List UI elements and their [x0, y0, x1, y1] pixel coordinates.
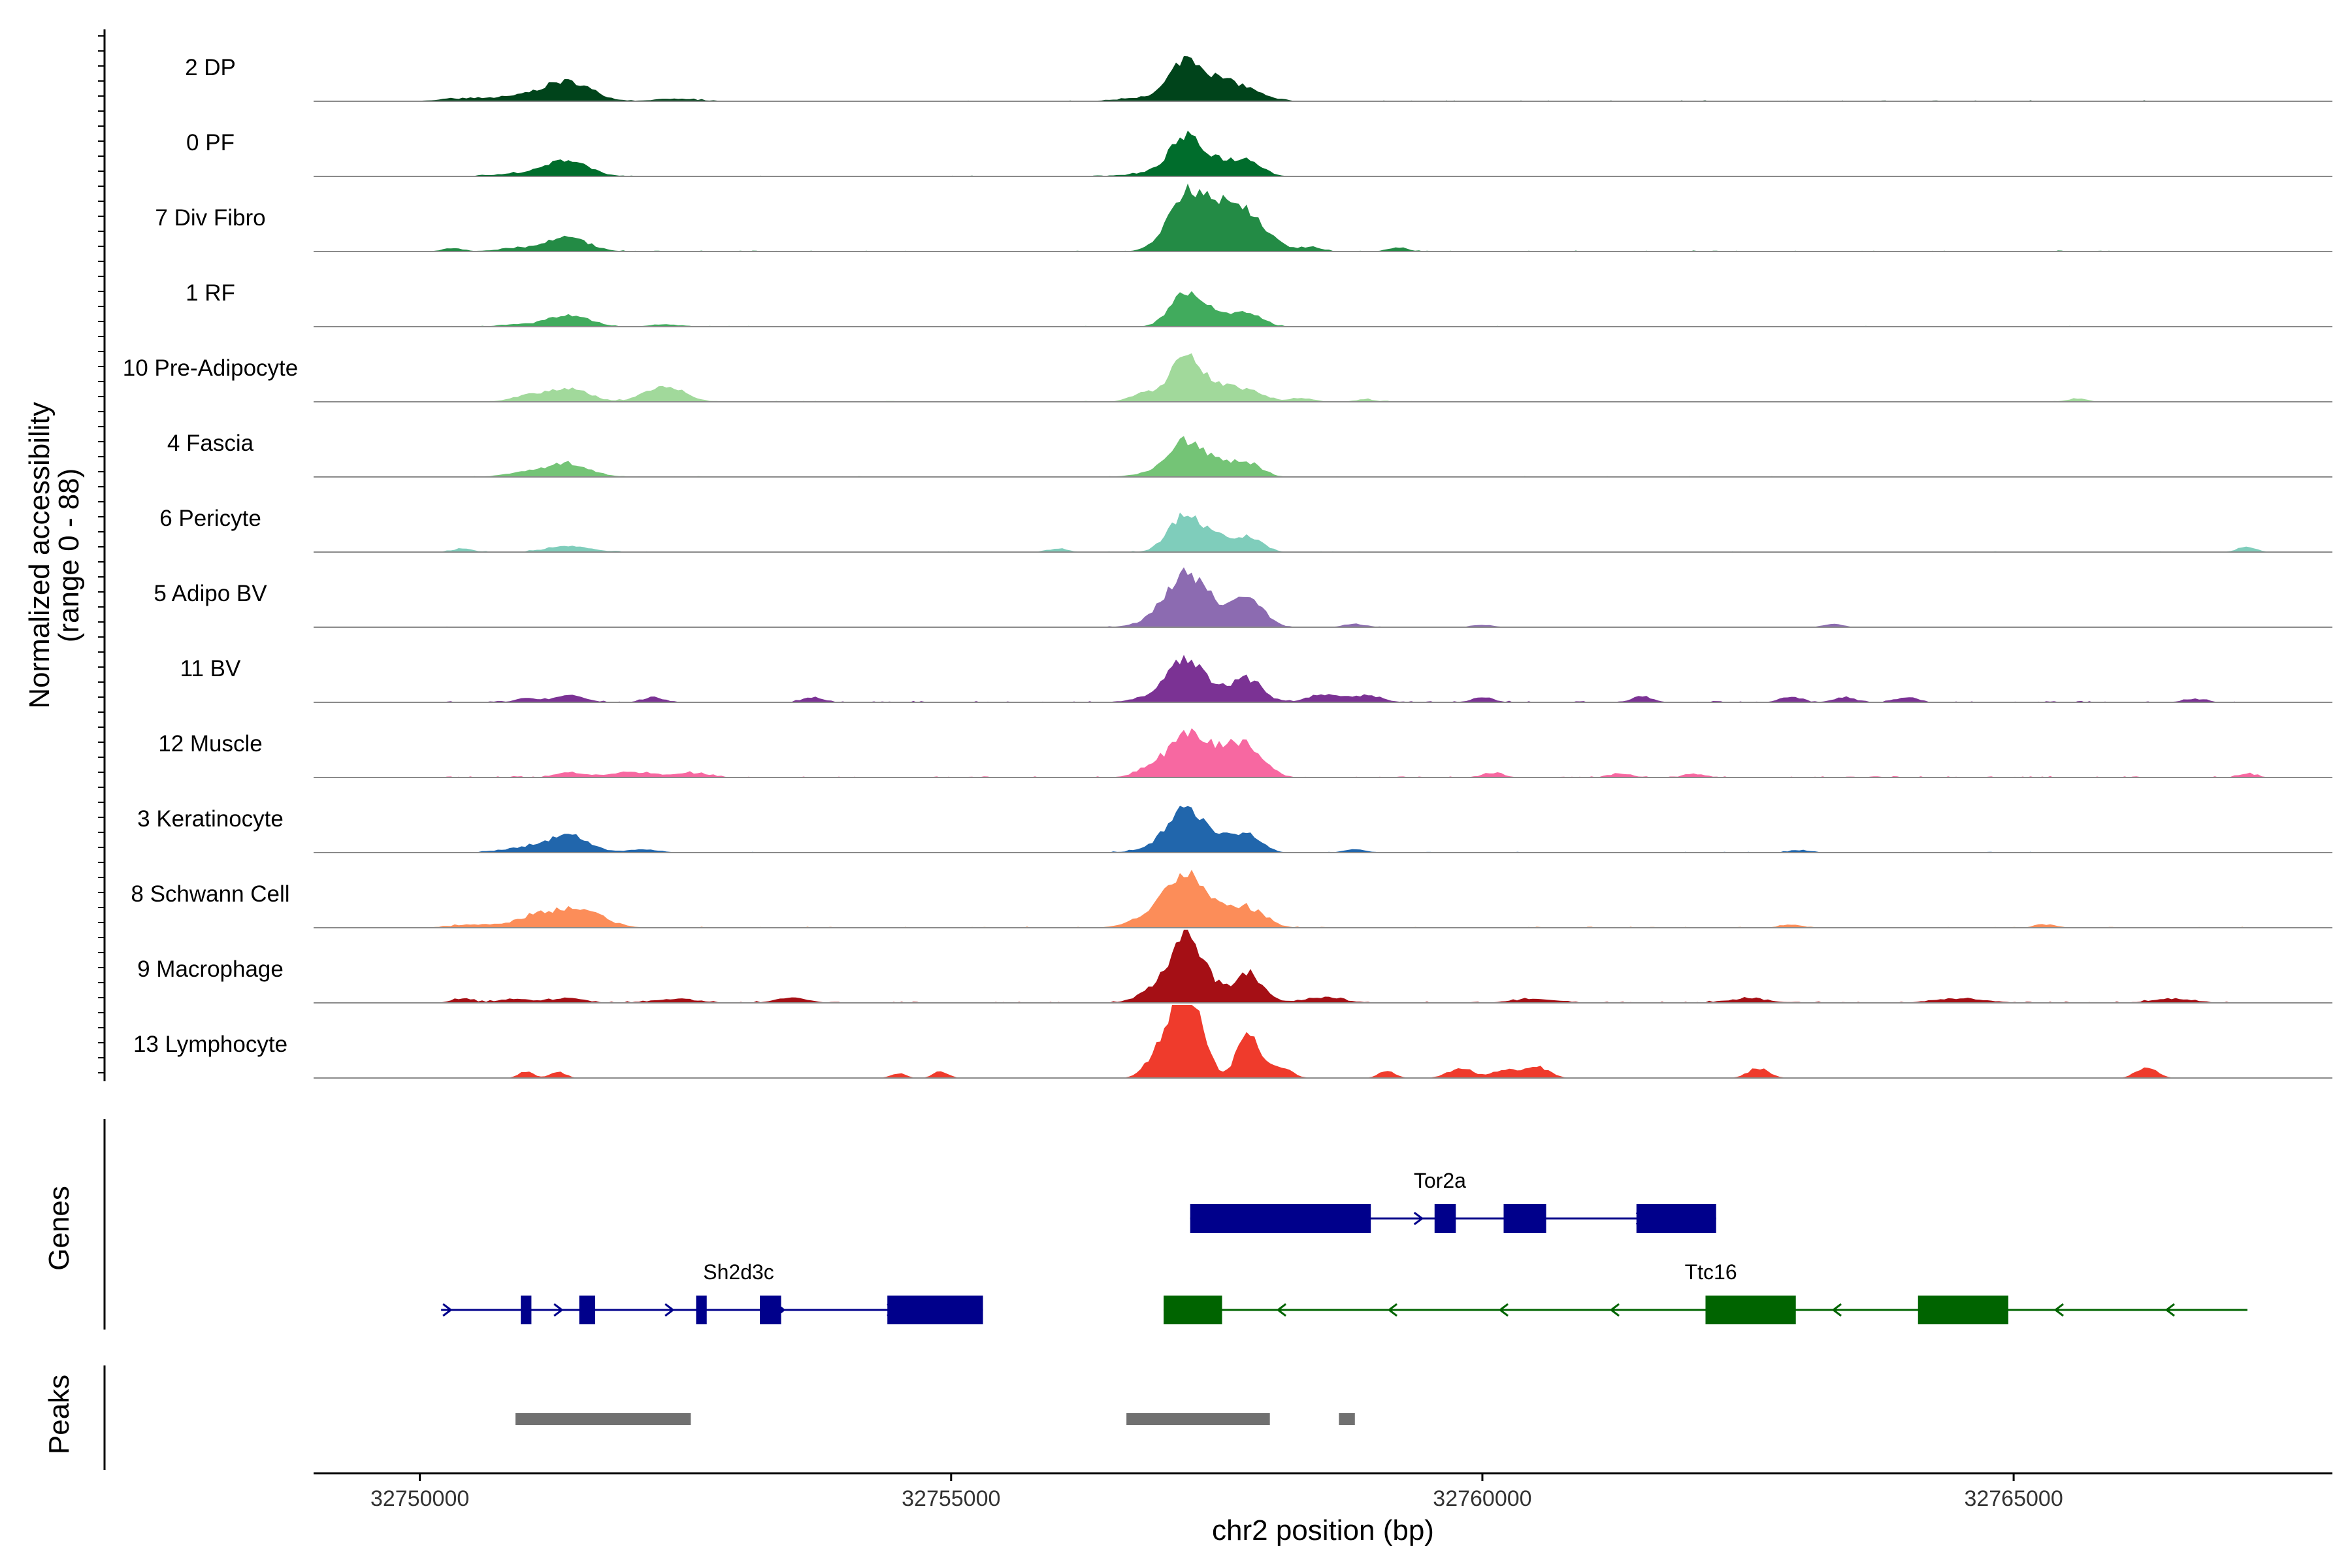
track-0-pf: 0 PF	[186, 130, 2332, 177]
track-label: 8 Schwann Cell	[131, 881, 289, 907]
y-axis	[98, 29, 106, 1081]
strand-arrow-icon	[1413, 1211, 1424, 1226]
strand-arrow-icon	[553, 1303, 564, 1317]
x-tick-label: 32760000	[1433, 1486, 1531, 1511]
track-label: 1 RF	[186, 280, 235, 306]
gene-exon	[579, 1296, 595, 1324]
coverage-area	[314, 56, 2332, 101]
coverage-area	[314, 512, 2332, 552]
track-2-dp: 2 DP	[185, 55, 2332, 102]
genes-panel-title: Genes	[43, 1186, 75, 1271]
coverage-area	[314, 291, 2332, 327]
gene-exon	[887, 1296, 983, 1324]
x-tick-label: 32750000	[370, 1486, 469, 1511]
track-11-bv: 11 BV	[180, 655, 2332, 703]
strand-arrow-icon	[1831, 1303, 1842, 1317]
gene-exon	[1705, 1296, 1796, 1324]
track-label: 11 BV	[180, 656, 241, 681]
peak-region	[1339, 1413, 1355, 1425]
track-label: 4 Fascia	[167, 431, 254, 456]
gene-exon	[1636, 1204, 1716, 1233]
gene-sh2d3c: Sh2d3c	[441, 1260, 983, 1324]
peaks-panel	[103, 1365, 1355, 1470]
track-6-pericyte: 6 Pericyte	[159, 506, 2332, 553]
track-4-fascia: 4 Fascia	[167, 431, 2332, 478]
track-10-pre-adipocyte: 10 Pre-Adipocyte	[123, 353, 2332, 402]
strand-arrow-icon	[1498, 1303, 1509, 1317]
peak-region	[515, 1413, 691, 1425]
coverage-area	[314, 1005, 2332, 1078]
strand-arrow-icon	[1276, 1303, 1286, 1317]
coverage-area	[314, 567, 2332, 627]
y-axis-title-line2: (range 0 - 88)	[53, 468, 85, 643]
gene-exon	[1434, 1204, 1456, 1233]
peaks-panel-title: Peaks	[43, 1375, 75, 1454]
gene-exon	[1164, 1296, 1222, 1324]
track-label: 2 DP	[185, 55, 236, 80]
strand-arrow-icon	[2053, 1303, 2064, 1317]
x-tick-label: 32765000	[1964, 1486, 2063, 1511]
track-12-muscle: 12 Muscle	[158, 728, 2332, 778]
track-3-keratinocyte: 3 Keratinocyte	[137, 806, 2332, 853]
coverage-tracks: 2 DP 0 PF 7 Div Fibro 1 RF 10 Pre-Adipocyte 4…	[123, 55, 2332, 1079]
track-label: 5 Adipo BV	[154, 581, 267, 606]
y-axis-title-line1: Normalized accessibility	[24, 402, 56, 708]
track-label: 7 Div Fibro	[155, 205, 265, 231]
track-8-schwann-cell: 8 Schwann Cell	[131, 870, 2332, 928]
gene-exon	[1190, 1204, 1371, 1233]
gene-exon	[696, 1296, 707, 1324]
gene-exon	[1503, 1204, 1546, 1233]
coverage-area	[314, 436, 2332, 477]
coverage-area	[314, 930, 2332, 1003]
track-label: 0 PF	[186, 130, 235, 155]
peak-region	[1126, 1413, 1270, 1425]
genes-panel: Tor2a Sh2d3c Ttc16	[103, 1119, 2247, 1330]
x-tick-label: 32755000	[902, 1486, 1000, 1511]
gene-exon	[521, 1296, 532, 1324]
strand-arrow-icon	[1609, 1303, 1620, 1317]
x-axis: 32750000 32755000 32760000 32765000	[314, 1472, 2332, 1511]
gene-label: Tor2a	[1414, 1169, 1466, 1192]
strand-arrow-icon	[664, 1303, 675, 1317]
track-label: 13 Lymphocyte	[133, 1032, 287, 1057]
track-7-div-fibro: 7 Div Fibro	[155, 183, 2332, 252]
track-9-macrophage: 9 Macrophage	[137, 930, 2332, 1004]
gene-exon	[1918, 1296, 2008, 1324]
coverage-area	[314, 655, 2332, 702]
track-13-lymphocyte: 13 Lymphocyte	[133, 1005, 2332, 1079]
x-axis-title: chr2 position (bp)	[1212, 1514, 1434, 1546]
track-label: 3 Keratinocyte	[137, 806, 284, 832]
track-label: 10 Pre-Adipocyte	[123, 355, 298, 381]
strand-arrow-icon	[442, 1303, 453, 1317]
coverage-area	[314, 806, 2332, 853]
coverage-area	[314, 130, 2332, 176]
track-1-rf: 1 RF	[186, 280, 2332, 327]
track-label: 6 Pericyte	[159, 506, 261, 531]
gene-exon	[760, 1296, 781, 1324]
coverage-area	[314, 183, 2332, 252]
gene-tor2a: Tor2a	[1190, 1169, 1716, 1233]
track-label: 9 Macrophage	[137, 956, 284, 982]
strand-arrow-icon	[2164, 1303, 2175, 1317]
strand-arrow-icon	[1387, 1303, 1397, 1317]
gene-label: Ttc16	[1685, 1260, 1737, 1284]
coverage-area	[314, 870, 2332, 928]
gene-label: Sh2d3c	[703, 1260, 774, 1284]
track-label: 12 Muscle	[158, 731, 263, 757]
coverage-area	[314, 353, 2332, 402]
gene-ttc16: Ttc16	[1164, 1260, 2247, 1324]
track-5-adipo-bv: 5 Adipo BV	[154, 567, 2332, 628]
coverage-area	[314, 728, 2332, 777]
